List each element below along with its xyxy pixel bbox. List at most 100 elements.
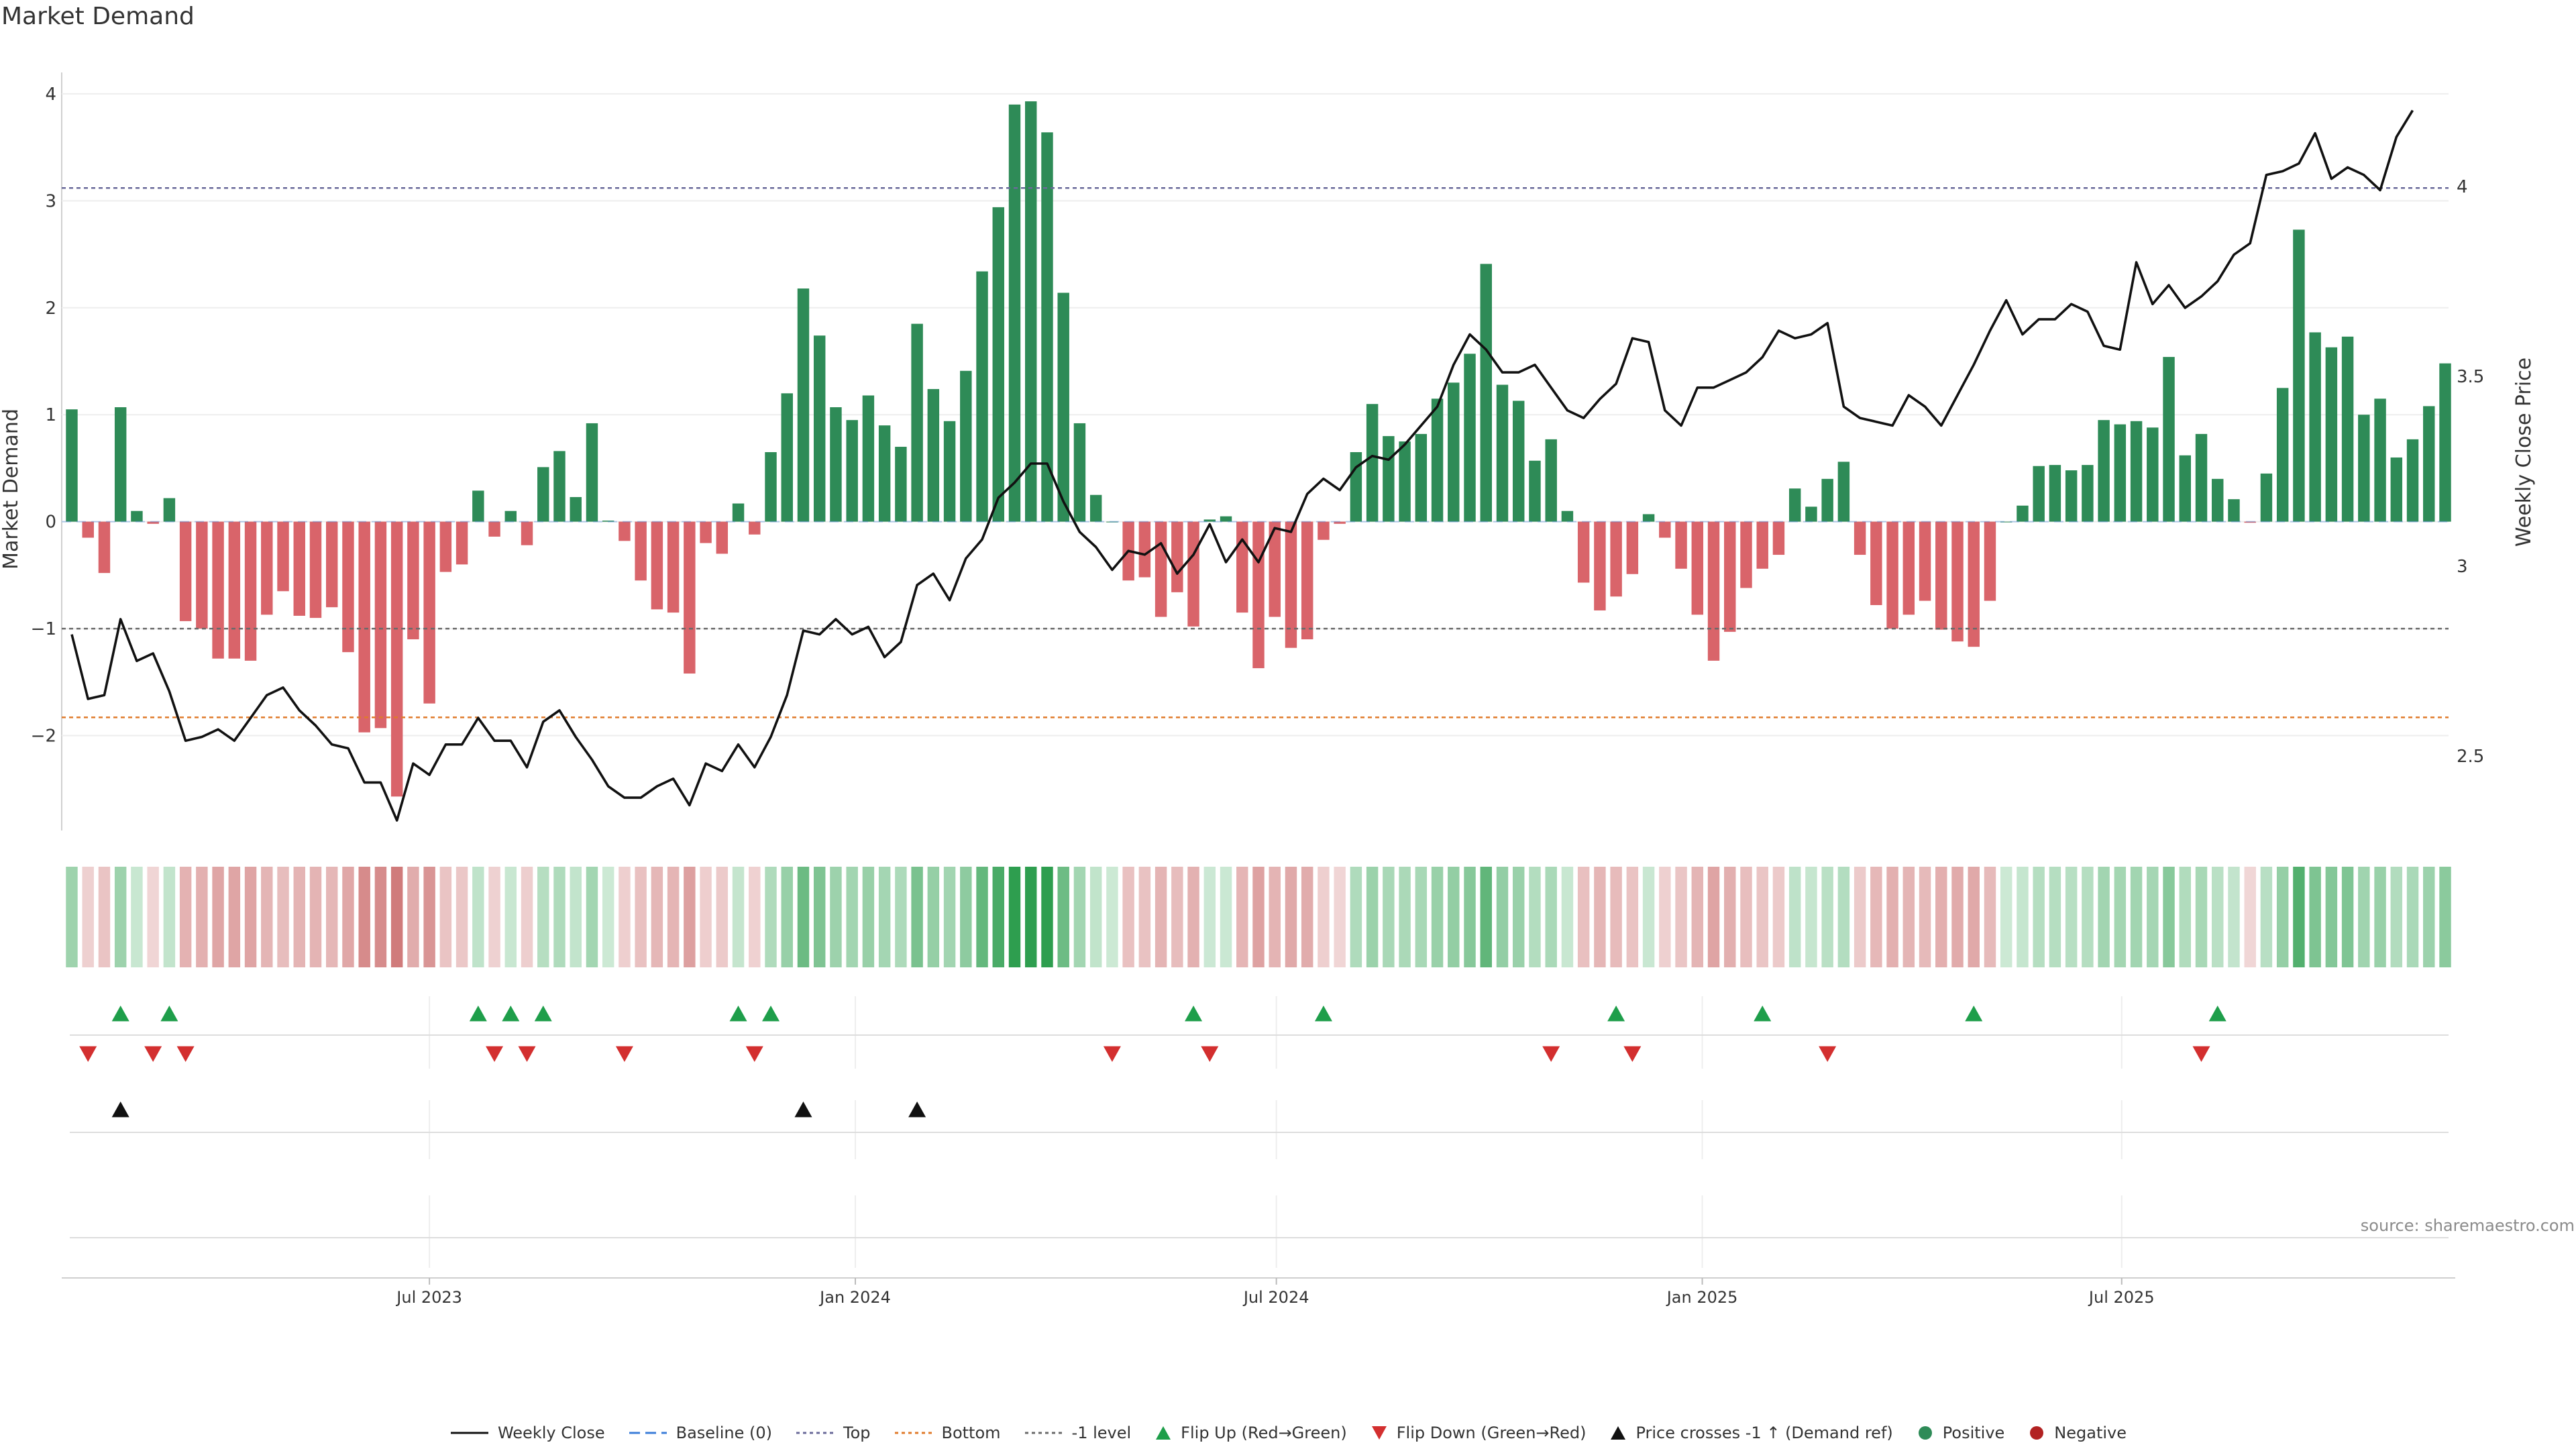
flip-down-marker <box>615 1046 633 1062</box>
heat-cell <box>326 867 338 967</box>
legend-item: Bottom <box>894 1424 1001 1442</box>
heat-cell <box>2179 867 2191 967</box>
heat-cell <box>911 867 923 967</box>
heat-cell <box>2406 867 2419 967</box>
x-tick-label: Jan 2024 <box>818 1288 891 1307</box>
heat-cell <box>277 867 289 967</box>
demand-bar <box>846 420 858 522</box>
heat-cell <box>749 867 761 967</box>
demand-bar <box>1252 521 1265 669</box>
demand-bar <box>878 425 891 522</box>
y-tick-label-left: 4 <box>45 85 56 105</box>
demand-bar <box>1837 462 1850 522</box>
y-tick-label-left: 0 <box>45 513 56 533</box>
x-tick-label: Jul 2024 <box>1242 1288 1309 1307</box>
heat-cell <box>1008 867 1021 967</box>
y-axis-title-right: Weekly Close Price <box>2512 358 2536 547</box>
demand-bar <box>1431 398 1444 522</box>
demand-bar <box>1025 101 1037 522</box>
demand-bar <box>813 335 826 522</box>
heat-cell <box>1610 867 1622 967</box>
legend-item: Top <box>795 1424 871 1442</box>
demand-bar <box>82 521 94 538</box>
demand-bar <box>1383 436 1395 522</box>
demand-bar <box>358 521 370 733</box>
demand-bar <box>2276 388 2289 522</box>
legend-item: Weekly Close <box>449 1424 605 1442</box>
demand-bar <box>943 421 956 522</box>
demand-bar <box>2065 470 2078 522</box>
heat-cell <box>1334 867 1346 967</box>
flip-up-marker <box>762 1006 780 1022</box>
demand-bar <box>1301 521 1313 640</box>
heat-cell <box>1756 867 1768 967</box>
demand-bar <box>1902 521 1915 615</box>
flip-down-marker <box>1103 1046 1121 1062</box>
flip-down-marker <box>1819 1046 1837 1062</box>
heat-cell <box>1318 867 1330 967</box>
heat-cell <box>2000 867 2012 967</box>
demand-bar <box>1236 521 1248 613</box>
heat-cell <box>716 867 729 967</box>
demand-bar <box>2228 499 2240 522</box>
heat-cell <box>2147 867 2159 967</box>
demand-bar <box>1041 132 1053 522</box>
flip-down-marker <box>518 1046 536 1062</box>
demand-bar <box>1610 521 1622 597</box>
heat-cell <box>927 867 940 967</box>
price-cross-marker <box>794 1102 812 1118</box>
heat-cell <box>1138 867 1151 967</box>
heat-cell <box>1805 867 1817 967</box>
heat-cell <box>1252 867 1265 967</box>
y-tick-label-right: 4 <box>2457 177 2468 197</box>
heat-cell <box>1675 867 1687 967</box>
demand-bar <box>114 407 127 522</box>
demand-bar <box>2390 457 2403 522</box>
heat-cell <box>1448 867 1460 967</box>
heat-cell <box>261 867 273 967</box>
heat-cell <box>976 867 988 967</box>
heat-cell <box>1561 867 1574 967</box>
legend-swatch <box>1371 1426 1387 1440</box>
legend-item: Flip Up (Red→Green) <box>1154 1424 1347 1442</box>
weekly-close-line <box>70 109 2414 822</box>
heat-cell <box>1529 867 1541 967</box>
demand-bar <box>2260 473 2273 522</box>
demand-bar <box>700 521 712 543</box>
heat-cell <box>1642 867 1655 967</box>
legend-swatch <box>1611 1426 1626 1440</box>
heat-cell <box>98 867 111 967</box>
heat-cell <box>2423 867 2435 967</box>
demand-bar <box>619 521 631 541</box>
heat-cell <box>2358 867 2370 967</box>
heat-cell <box>1968 867 1980 967</box>
heat-cell <box>1594 867 1606 967</box>
demand-bar <box>1269 521 1281 617</box>
heat-cell <box>1041 867 1053 967</box>
heat-cell <box>570 867 582 967</box>
demand-bar <box>1626 521 1639 574</box>
demand-bar <box>2130 421 2143 522</box>
demand-bar <box>1480 264 1492 522</box>
flip-down-marker <box>176 1046 195 1062</box>
flip-markers-panel <box>70 996 2449 1069</box>
demand-bar <box>98 521 111 574</box>
demand-bar <box>1155 521 1167 617</box>
heat-cell <box>244 867 257 967</box>
demand-bar <box>1935 521 1947 630</box>
legend-label: Negative <box>2054 1424 2127 1442</box>
heat-cell <box>1220 867 1232 967</box>
demand-bar <box>1707 521 1720 661</box>
heat-cell <box>862 867 875 967</box>
heat-cell <box>1496 867 1509 967</box>
legend-swatch <box>629 1432 667 1434</box>
heat-cell <box>2325 867 2338 967</box>
heat-cell <box>1919 867 1931 967</box>
y-tick-label-right: 3.5 <box>2457 367 2484 387</box>
demand-bar <box>1788 488 1801 522</box>
heat-cell <box>1106 867 1118 967</box>
heat-cell <box>1025 867 1037 967</box>
heat-cell <box>2033 867 2045 967</box>
heat-cell <box>2293 867 2305 967</box>
heat-cell <box>179 867 192 967</box>
